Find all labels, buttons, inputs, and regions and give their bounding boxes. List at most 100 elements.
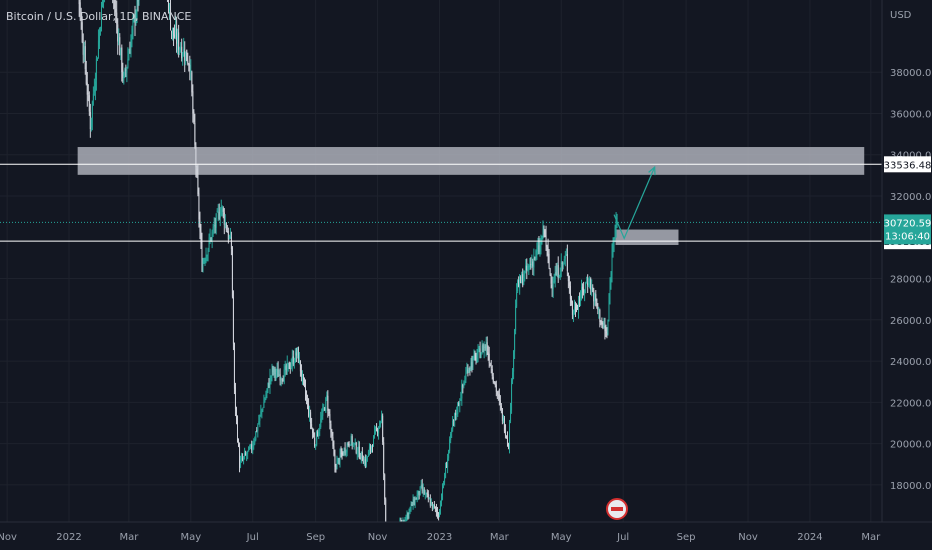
candle[interactable]	[504, 424, 506, 439]
candle[interactable]	[425, 492, 427, 498]
logo-icon[interactable]	[606, 498, 628, 520]
candle[interactable]	[292, 350, 294, 367]
candle[interactable]	[315, 443, 317, 450]
candle[interactable]	[360, 451, 362, 464]
candle[interactable]	[214, 217, 216, 234]
candle[interactable]	[312, 427, 314, 439]
candle[interactable]	[279, 368, 281, 386]
candle[interactable]	[422, 483, 424, 497]
candle[interactable]	[595, 290, 597, 307]
candle[interactable]	[510, 402, 512, 424]
candle[interactable]	[591, 279, 593, 297]
candle[interactable]	[99, 26, 101, 36]
candle[interactable]	[513, 350, 515, 380]
candle[interactable]	[371, 444, 373, 453]
candle[interactable]	[523, 270, 525, 286]
candle[interactable]	[318, 428, 320, 440]
candle[interactable]	[89, 103, 91, 138]
candle[interactable]	[490, 360, 492, 374]
candle[interactable]	[412, 494, 414, 510]
candle[interactable]	[511, 378, 513, 414]
candle[interactable]	[355, 441, 357, 455]
candle[interactable]	[270, 375, 272, 385]
candle[interactable]	[278, 369, 280, 377]
candle[interactable]	[299, 360, 301, 377]
candle[interactable]	[178, 24, 180, 58]
candle[interactable]	[585, 281, 587, 294]
candle[interactable]	[112, 0, 114, 4]
candle[interactable]	[441, 493, 443, 507]
candle[interactable]	[239, 442, 241, 473]
candle[interactable]	[545, 225, 547, 251]
candle[interactable]	[90, 117, 92, 132]
candle[interactable]	[352, 442, 354, 448]
candle[interactable]	[133, 13, 135, 23]
candle[interactable]	[174, 24, 176, 39]
candle[interactable]	[91, 100, 93, 131]
candle[interactable]	[198, 187, 200, 228]
candle[interactable]	[551, 276, 553, 297]
candle[interactable]	[138, 0, 140, 6]
candle[interactable]	[203, 257, 205, 264]
candle[interactable]	[95, 55, 97, 91]
candle[interactable]	[365, 454, 367, 468]
candle[interactable]	[354, 438, 356, 446]
candle[interactable]	[516, 283, 518, 309]
candle[interactable]	[369, 443, 371, 455]
candle[interactable]	[191, 70, 193, 97]
candle[interactable]	[442, 483, 444, 501]
candle[interactable]	[177, 28, 179, 55]
candle[interactable]	[555, 263, 557, 276]
candle[interactable]	[182, 51, 184, 66]
candle[interactable]	[574, 301, 576, 318]
candle[interactable]	[498, 388, 500, 406]
candle[interactable]	[587, 274, 589, 293]
candles[interactable]	[69, 0, 618, 538]
candle[interactable]	[119, 33, 121, 56]
candle[interactable]	[349, 444, 351, 446]
candle[interactable]	[88, 91, 90, 116]
candle[interactable]	[455, 409, 457, 421]
candle[interactable]	[247, 450, 249, 460]
candle[interactable]	[351, 434, 353, 450]
candle[interactable]	[604, 317, 606, 340]
candle[interactable]	[100, 1, 102, 32]
candle[interactable]	[321, 408, 323, 423]
candle[interactable]	[81, 16, 83, 44]
candle[interactable]	[453, 419, 455, 427]
candle[interactable]	[368, 443, 370, 456]
candle[interactable]	[582, 283, 584, 299]
candle[interactable]	[526, 258, 528, 280]
candle[interactable]	[383, 437, 385, 481]
candle[interactable]	[543, 225, 545, 238]
candle[interactable]	[544, 229, 546, 238]
candle[interactable]	[497, 390, 499, 401]
candle[interactable]	[605, 324, 607, 338]
candle[interactable]	[552, 276, 554, 298]
candle[interactable]	[226, 225, 228, 233]
candle[interactable]	[168, 2, 170, 20]
candle[interactable]	[121, 44, 123, 82]
candle[interactable]	[335, 463, 337, 473]
candle[interactable]	[303, 377, 305, 388]
candle[interactable]	[195, 142, 197, 178]
candle[interactable]	[428, 497, 430, 500]
candle[interactable]	[251, 440, 253, 454]
candle[interactable]	[170, 0, 172, 31]
candle[interactable]	[302, 373, 304, 386]
candle[interactable]	[234, 382, 236, 417]
candle[interactable]	[583, 281, 585, 296]
candle[interactable]	[225, 222, 227, 233]
candle[interactable]	[348, 441, 350, 448]
candle[interactable]	[411, 501, 413, 506]
candle[interactable]	[382, 413, 384, 445]
candle[interactable]	[375, 426, 377, 435]
candle[interactable]	[465, 366, 467, 383]
candle[interactable]	[137, 0, 139, 12]
candle[interactable]	[122, 62, 124, 83]
candle[interactable]	[347, 441, 349, 447]
candle[interactable]	[594, 292, 596, 306]
candle[interactable]	[330, 420, 332, 438]
candle[interactable]	[199, 211, 201, 240]
candle[interactable]	[565, 248, 567, 257]
